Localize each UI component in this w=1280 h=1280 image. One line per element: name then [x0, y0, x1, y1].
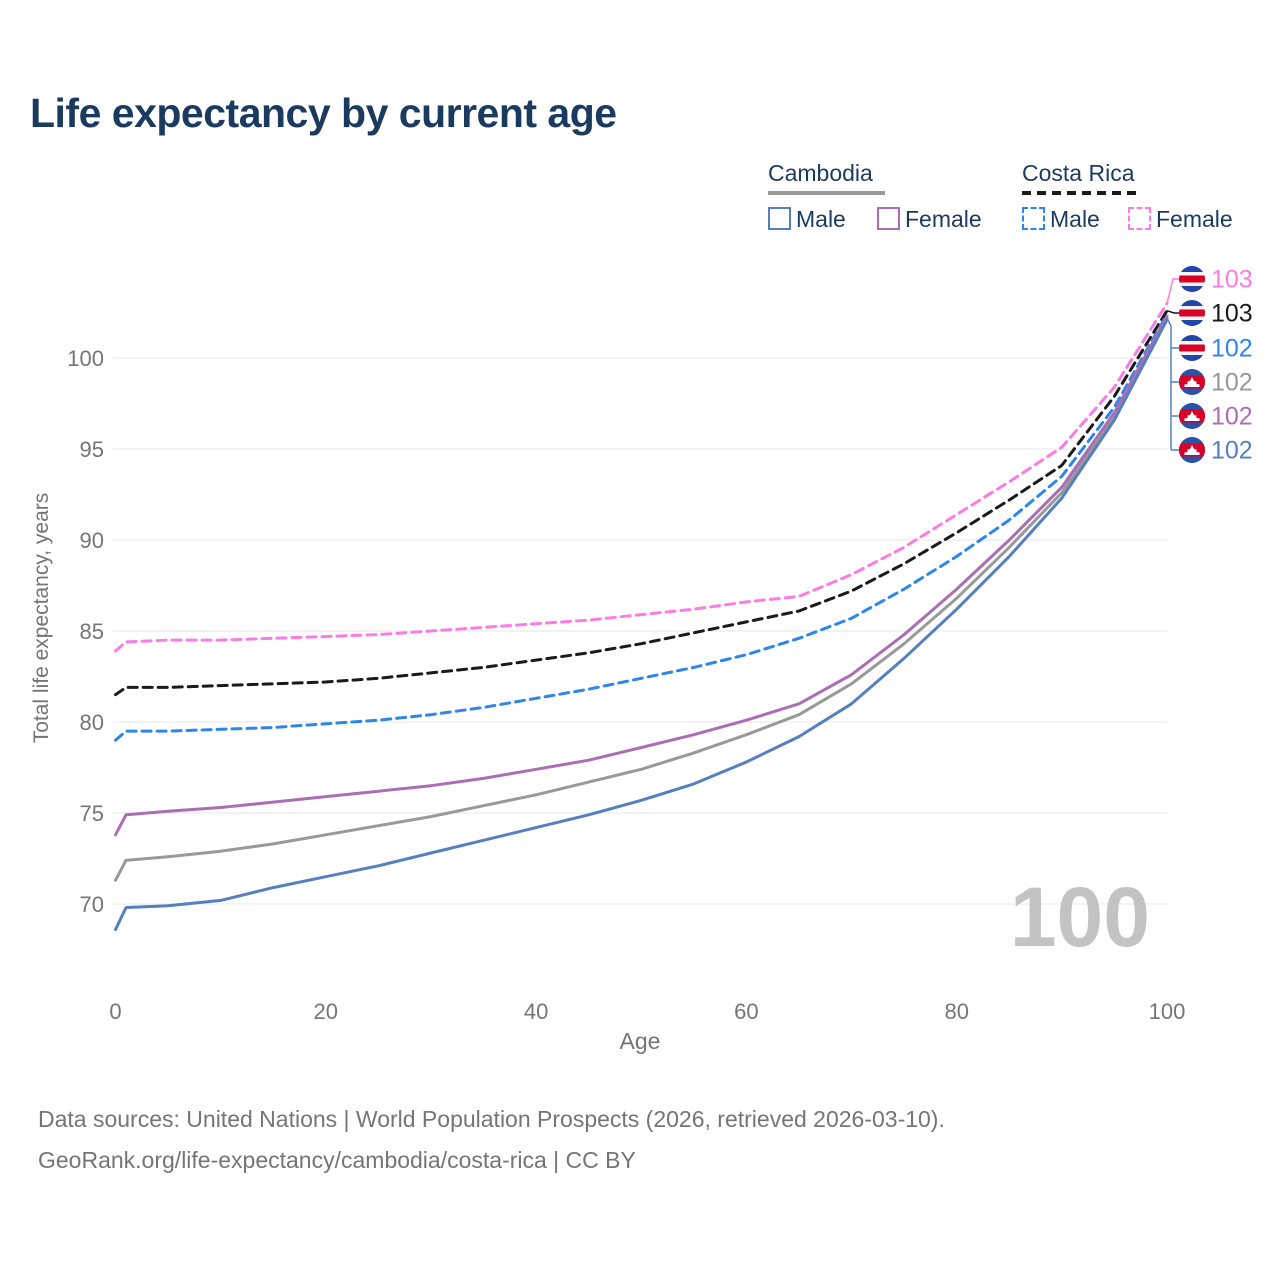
- y-tick-label-95: 95: [80, 437, 104, 462]
- y-tick-label-80: 80: [80, 710, 104, 735]
- costa-rica-flag-icon: [1179, 300, 1205, 326]
- costa-rica-flag-icon: [1179, 266, 1205, 292]
- y-axis-title: Total life expectancy, years: [30, 493, 53, 744]
- legend-costa-rica-line-swatch: [1022, 191, 1142, 195]
- legend-swatch-costa-rica-male[interactable]: [1022, 207, 1045, 230]
- series-line-cambodia-male[interactable]: [114, 318, 1169, 931]
- end-value-label-cambodia-male: 102: [1211, 437, 1253, 465]
- x-tick-label-40: 40: [524, 999, 548, 1024]
- legend-label-cambodia-female[interactable]: Female: [905, 206, 982, 232]
- legend-label-cambodia-male[interactable]: Male: [796, 206, 846, 232]
- y-tick-label-70: 70: [80, 892, 104, 917]
- series-line-cambodia-female[interactable]: [114, 314, 1169, 837]
- y-tick-label-90: 90: [80, 528, 104, 553]
- end-value-label-costa-rica-male: 102: [1211, 335, 1253, 363]
- callout-bracket: [1166, 317, 1179, 451]
- costa-rica-flag-icon: [1179, 335, 1205, 361]
- x-tick-label-0: 0: [109, 999, 121, 1024]
- series-line-costa-rica[interactable]: [114, 309, 1169, 697]
- x-tick-label-60: 60: [734, 999, 758, 1024]
- callout-connector-costa-rica-female: [1166, 278, 1179, 304]
- end-value-label-costa-rica: 103: [1211, 300, 1253, 328]
- series-line-cambodia[interactable]: [114, 316, 1169, 882]
- x-tick-label-100: 100: [1149, 999, 1186, 1024]
- x-axis-title: Age: [620, 1028, 661, 1054]
- cambodia-flag-icon: [1179, 369, 1205, 395]
- y-tick-label-100: 100: [67, 346, 104, 371]
- y-tick-label-85: 85: [80, 619, 104, 644]
- x-tick-label-20: 20: [314, 999, 338, 1024]
- legend-swatch-costa-rica-female[interactable]: [1128, 207, 1151, 230]
- end-value-label-cambodia-female: 102: [1211, 403, 1253, 431]
- x-tick-label-80: 80: [944, 999, 968, 1024]
- cambodia-flag-icon: [1179, 403, 1205, 429]
- legend-cambodia-line-swatch: [768, 191, 885, 195]
- y-tick-label-75: 75: [80, 801, 104, 826]
- series-line-costa-rica-male[interactable]: [114, 312, 1169, 742]
- age-watermark: 100: [1010, 870, 1150, 964]
- legend-label-costa-rica-female[interactable]: Female: [1156, 206, 1233, 232]
- series-line-costa-rica-female[interactable]: [114, 301, 1169, 653]
- legend-swatch-cambodia-male[interactable]: [768, 207, 791, 230]
- callout-connector-costa-rica: [1166, 309, 1179, 314]
- cambodia-flag-icon: [1179, 437, 1205, 463]
- end-value-label-costa-rica-female: 103: [1211, 266, 1253, 294]
- legend-group-cambodia[interactable]: Cambodia: [768, 160, 873, 186]
- legend-label-costa-rica-male[interactable]: Male: [1050, 206, 1100, 232]
- page-title: Life expectancy by current age: [30, 90, 617, 136]
- legend-swatch-cambodia-female[interactable]: [877, 207, 900, 230]
- end-value-label-cambodia: 102: [1211, 369, 1253, 397]
- footer-data-sources: Data sources: United Nations | World Pop…: [38, 1106, 945, 1132]
- legend-group-costa-rica[interactable]: Costa Rica: [1022, 160, 1135, 186]
- footer-attribution: GeoRank.org/life-expectancy/cambodia/cos…: [38, 1147, 636, 1173]
